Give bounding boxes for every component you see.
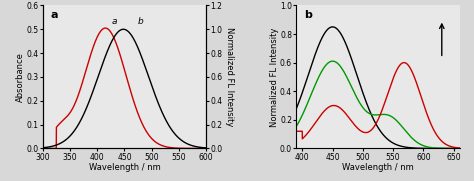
Y-axis label: Normalized FL Intensity: Normalized FL Intensity bbox=[225, 27, 234, 127]
X-axis label: Wavelength / nm: Wavelength / nm bbox=[342, 163, 414, 172]
Y-axis label: Normalized FL Intensity: Normalized FL Intensity bbox=[270, 27, 279, 127]
X-axis label: Wavelength / nm: Wavelength / nm bbox=[89, 163, 160, 172]
Text: $b$: $b$ bbox=[137, 15, 145, 26]
Text: $a$: $a$ bbox=[111, 17, 118, 26]
Text: a: a bbox=[51, 10, 58, 20]
Text: b: b bbox=[304, 10, 312, 20]
Y-axis label: Absorbance: Absorbance bbox=[16, 52, 25, 102]
